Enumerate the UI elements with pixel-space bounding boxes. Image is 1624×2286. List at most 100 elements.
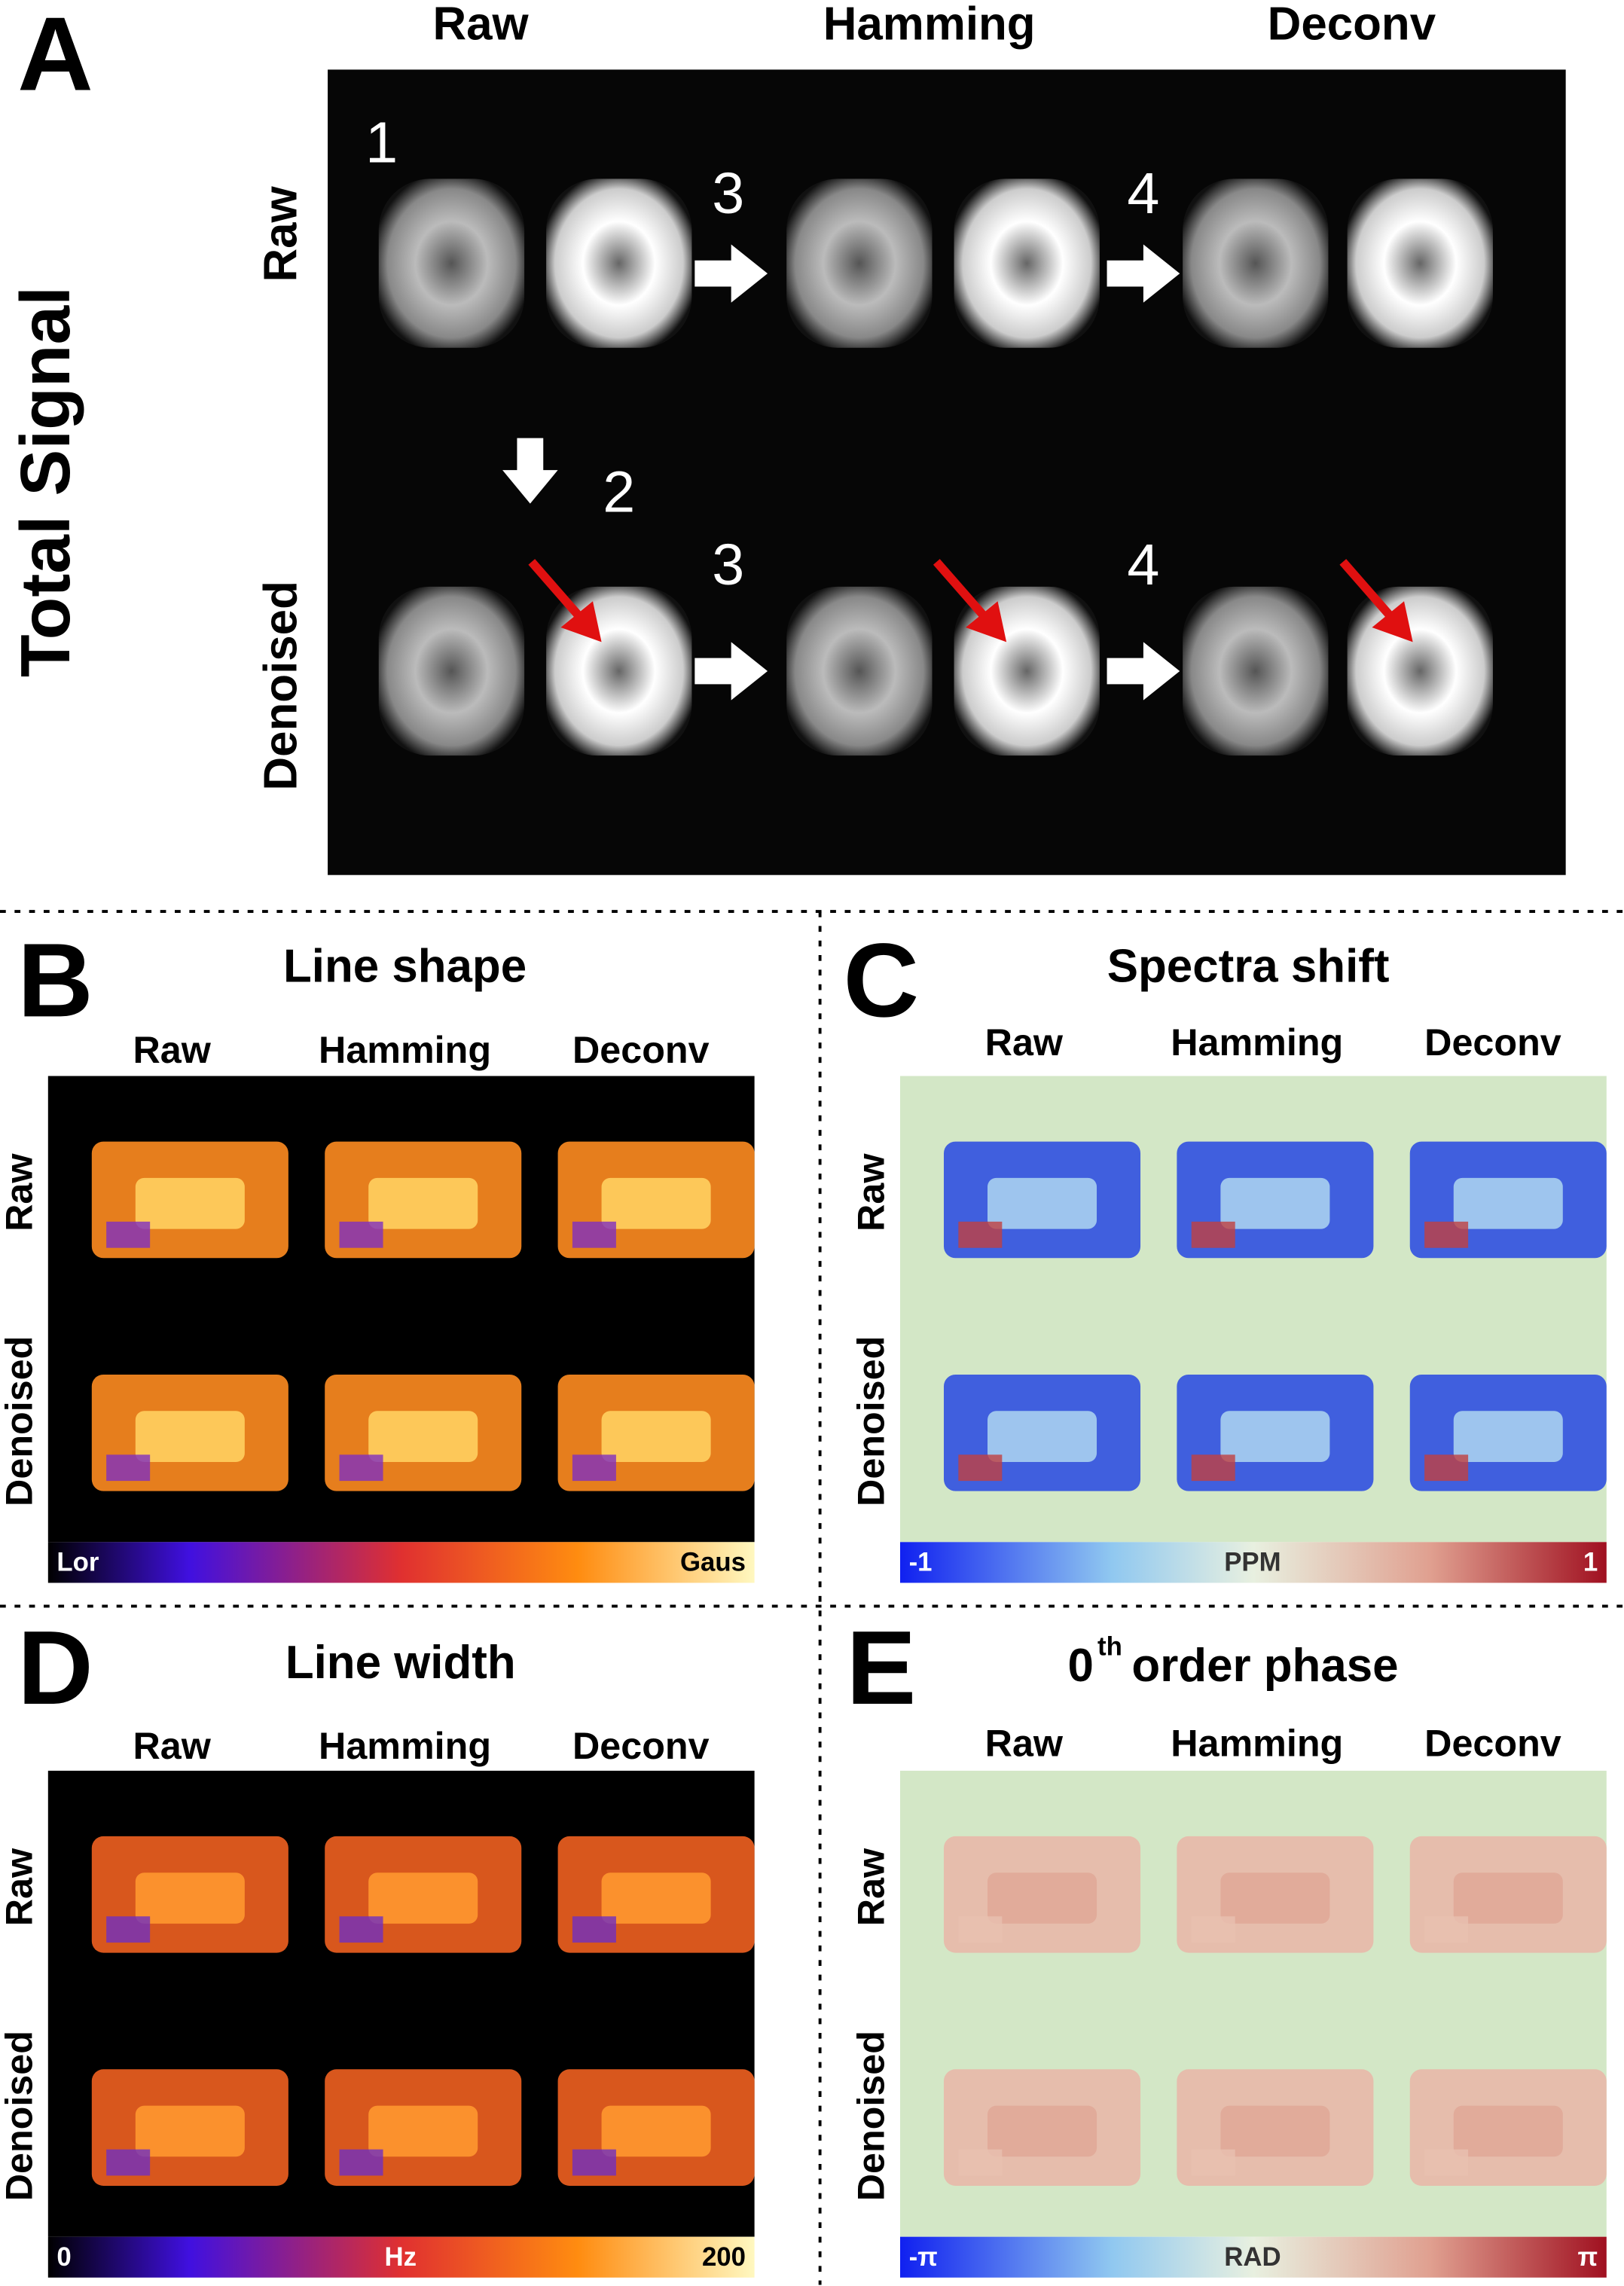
red-arrow	[1339, 559, 1397, 624]
brain-image	[1183, 586, 1329, 756]
map-blob	[135, 1177, 245, 1229]
row-label: Denoised	[0, 2031, 40, 2201]
map-blob	[368, 2105, 478, 2157]
colorbar-label: 200	[702, 2242, 746, 2272]
map-blob	[1220, 1411, 1330, 1462]
column-label: Raw	[985, 1021, 1064, 1064]
panel-letter: D	[17, 1609, 93, 1726]
colorbar	[899, 1542, 1607, 1583]
map-blob	[601, 2105, 711, 2157]
column-label: Hamming	[319, 1724, 491, 1767]
panel-title: order phase	[1131, 1640, 1398, 1692]
brain-image	[378, 586, 525, 756]
panel-title: Line shape	[283, 941, 527, 993]
arrow	[502, 438, 558, 504]
colorbar-label: -1	[909, 1548, 933, 1577]
map-blob	[958, 2149, 1003, 2176]
column-label: Raw	[133, 1028, 211, 1071]
map-blob	[958, 1454, 1003, 1482]
map-blob	[106, 1916, 151, 1943]
panel-letter: B	[17, 921, 93, 1039]
map-blob	[988, 1872, 1097, 1924]
map-blob	[1191, 2149, 1235, 2176]
column-label: Hamming	[319, 1028, 491, 1071]
step-number: 4	[1127, 533, 1159, 597]
map-blob	[1191, 1221, 1235, 1248]
red-arrow-head	[1372, 601, 1413, 642]
map-blob	[1424, 1916, 1469, 1943]
panel-title: Line width	[285, 1637, 516, 1689]
map-blob	[1453, 2105, 1563, 2157]
colorbar-label: RAD	[1224, 2242, 1281, 2272]
map-blob	[601, 1177, 711, 1229]
brain-image	[1347, 179, 1493, 348]
map-blob	[106, 2149, 151, 2176]
map-blob	[1453, 1177, 1563, 1229]
map-blob	[988, 2105, 1097, 2157]
step-number: 4	[1127, 161, 1159, 226]
arrow	[694, 244, 768, 303]
row-label: Raw	[0, 1153, 40, 1232]
colorbar-label: 0	[56, 2242, 71, 2272]
panel-title: Spectra shift	[1107, 941, 1390, 993]
map-blob	[988, 1411, 1097, 1462]
red-arrow-head	[560, 601, 602, 642]
map-blob	[958, 1221, 1003, 1248]
colorbar	[47, 2236, 755, 2278]
panel-title-superscript: th	[1097, 1632, 1122, 1662]
brain-image	[1183, 179, 1329, 348]
map-blob	[1453, 1411, 1563, 1462]
map-blob	[1453, 1872, 1563, 1924]
map-blob	[1191, 1454, 1235, 1482]
colorbar-label: 1	[1583, 1548, 1598, 1577]
map-blob	[339, 1221, 383, 1248]
map-blob	[958, 1916, 1003, 1943]
panel-letter: E	[846, 1609, 916, 1726]
row-label: Denoised	[849, 2031, 892, 2201]
red-arrow	[933, 559, 991, 624]
map-blob	[1424, 1454, 1469, 1482]
step-number: 2	[603, 459, 635, 524]
column-label: Hamming	[1171, 1721, 1343, 1764]
step-number: 1	[365, 110, 398, 175]
map-blob	[1191, 1916, 1235, 1943]
map-blob	[135, 2105, 245, 2157]
colorbar-label: Hz	[384, 2242, 417, 2272]
map-blob	[988, 1177, 1097, 1229]
column-label: Raw	[133, 1724, 211, 1767]
column-label: Hamming	[1171, 1021, 1343, 1064]
column-label: Deconv	[1268, 0, 1436, 50]
brain-image	[378, 179, 525, 348]
row-label: Raw	[849, 1153, 892, 1232]
map-blob	[368, 1872, 478, 1924]
brain-image	[546, 179, 692, 348]
step-number: 3	[712, 161, 744, 226]
column-label: Deconv	[572, 1028, 710, 1071]
brain-image	[546, 586, 692, 756]
map-blob	[572, 1454, 616, 1482]
brain-image	[1347, 586, 1493, 756]
colorbar-label: Gaus	[680, 1548, 746, 1577]
row-label: Raw	[849, 1848, 892, 1926]
panel-letter: A	[17, 0, 93, 113]
map-blob	[106, 1454, 151, 1482]
colorbar	[899, 2236, 1607, 2278]
map-blob	[339, 1916, 383, 1943]
column-label: Deconv	[572, 1724, 710, 1767]
panel-title: 0	[1068, 1640, 1094, 1692]
arrow	[694, 642, 768, 700]
map-blob	[339, 1454, 383, 1482]
colorbar-label: PPM	[1224, 1548, 1281, 1577]
panel-letter: C	[844, 921, 920, 1039]
column-label: Raw	[985, 1721, 1064, 1764]
column-label: Deconv	[1424, 1021, 1561, 1064]
map-blob	[572, 1221, 616, 1248]
colorbar-label: Lor	[56, 1548, 99, 1577]
row-label: Raw	[255, 185, 307, 282]
map-blob	[368, 1411, 478, 1462]
colorbar-label: π	[1578, 2242, 1598, 2272]
map-blob	[135, 1872, 245, 1924]
map-blob	[1424, 1221, 1469, 1248]
map-blob	[1424, 2149, 1469, 2176]
